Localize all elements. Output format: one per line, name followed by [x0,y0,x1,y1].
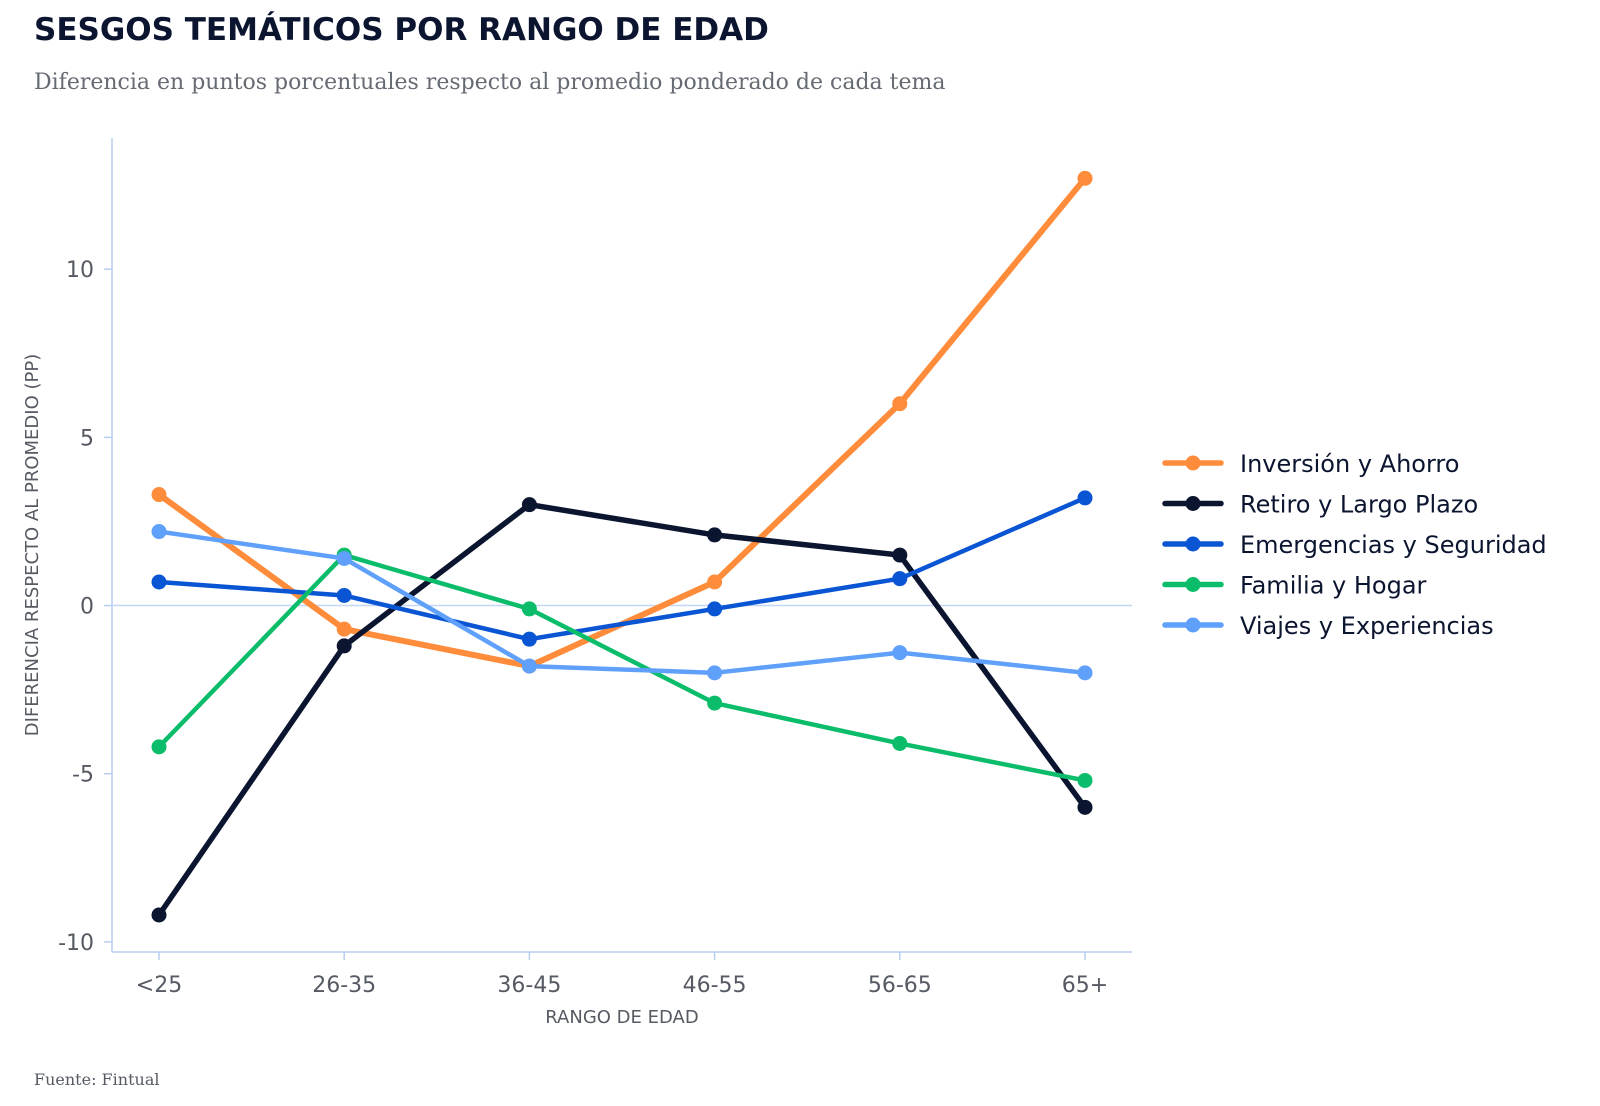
data-point[interactable] [151,739,167,755]
y-tick-label: -10 [58,931,94,956]
data-point[interactable] [1077,772,1093,788]
x-tick-label: <25 [136,973,182,998]
data-point[interactable] [151,524,167,540]
data-point[interactable] [1077,170,1093,186]
data-point[interactable] [521,631,537,647]
chart-title: SESGOS TEMÁTICOS POR RANGO DE EDAD [34,12,769,48]
legend-item[interactable]: Viajes y Experiencias [1162,612,1494,640]
x-axis-ticks: <25 26-35 36-45 46-55 56-65 65+ [136,952,1108,998]
data-point[interactable] [892,396,908,412]
legend-label: Emergencias y Seguridad [1240,531,1547,559]
series-line [156,529,1088,676]
data-point[interactable] [151,907,167,923]
data-point[interactable] [336,638,352,654]
legend: Inversión y Ahorro Retiro y Largo Plazo Em… [1162,450,1547,640]
data-point[interactable] [336,587,352,603]
data-point[interactable] [336,621,352,637]
data-point[interactable] [707,665,723,681]
x-tick-label: 46-55 [683,973,747,998]
legend-label: Familia y Hogar [1240,572,1427,600]
legend-label: Inversión y Ahorro [1240,450,1459,478]
data-point[interactable] [336,550,352,566]
data-point[interactable] [707,574,723,590]
data-point[interactable] [892,547,908,563]
legend-swatch-marker [1185,496,1201,511]
series-0 [151,170,1093,674]
x-tick-label: 36-45 [497,973,561,998]
series-group [151,170,1093,923]
data-point[interactable] [707,527,723,543]
legend-label: Viajes y Experiencias [1240,612,1494,640]
data-point[interactable] [521,497,537,513]
data-point[interactable] [521,658,537,674]
legend-item[interactable]: Familia y Hogar [1162,572,1427,600]
x-axis-label: RANGO DE EDAD [545,1007,698,1028]
data-point[interactable] [707,601,723,617]
data-point[interactable] [521,601,537,617]
legend-item[interactable]: Inversión y Ahorro [1162,450,1459,478]
data-point[interactable] [892,735,908,751]
series-1 [151,497,1093,923]
data-point[interactable] [1077,665,1093,681]
chart-subtitle: Diferencia en puntos porcentuales respec… [34,70,946,95]
x-tick-label: 65+ [1062,973,1108,998]
series-line [156,495,1088,642]
series-line [156,501,1088,918]
x-tick-label: 26-35 [312,973,376,998]
legend-swatch-marker [1185,617,1201,633]
data-point[interactable] [1077,799,1093,815]
data-point[interactable] [1077,490,1093,506]
source-note: Fuente: Fintual [34,1070,160,1089]
data-point[interactable] [707,695,723,711]
series-2 [151,490,1093,647]
data-point[interactable] [892,571,908,587]
data-point[interactable] [151,574,167,590]
x-tick-label: 56-65 [868,973,932,998]
series-line [156,552,1088,783]
y-tick-label: 10 [66,258,94,283]
y-axis-label: DIFERENCIA RESPECTO AL PROMEDIO (PP) [22,354,43,736]
legend-item[interactable]: Retiro y Largo Plazo [1162,491,1478,519]
y-axis-ticks: 10 5 0 -5 -10 [58,258,112,956]
y-tick-label: -5 [72,763,94,788]
legend-item[interactable]: Emergencias y Seguridad [1162,531,1547,559]
legend-swatch-marker [1185,536,1201,552]
data-point[interactable] [892,645,908,661]
data-point[interactable] [151,487,167,503]
y-tick-label: 0 [80,595,94,620]
legend-swatch-marker [1185,577,1201,592]
legend-swatch-marker [1185,455,1201,471]
legend-label: Retiro y Largo Plazo [1240,491,1478,519]
y-tick-label: 5 [80,426,94,451]
series-4 [151,524,1093,681]
